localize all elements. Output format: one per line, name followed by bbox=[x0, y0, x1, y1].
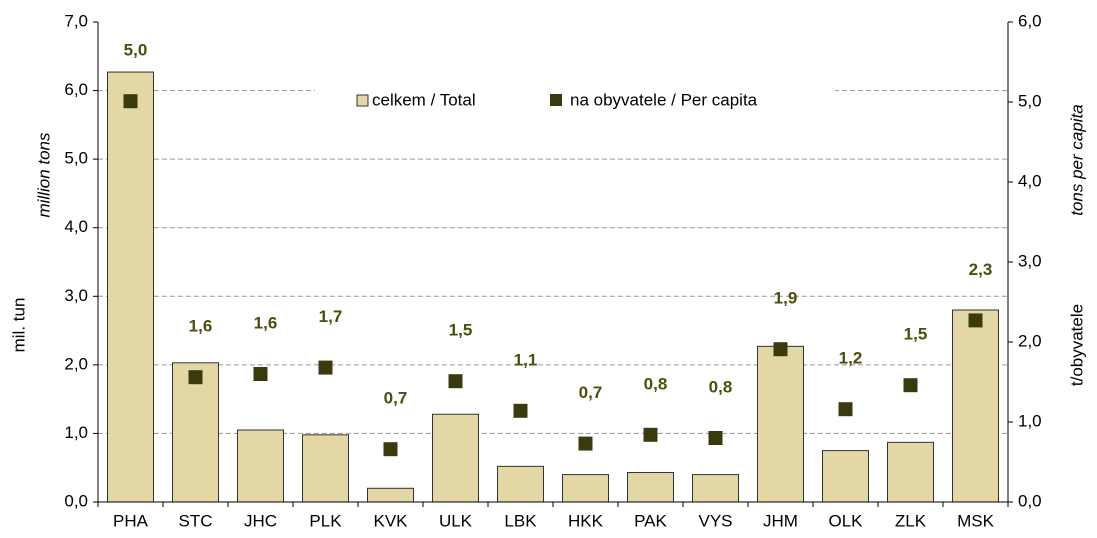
x-tick-label: PHA bbox=[113, 511, 149, 530]
bar bbox=[107, 71, 154, 503]
legend-box bbox=[315, 78, 835, 124]
bar bbox=[302, 434, 349, 503]
y-label-en: million tons bbox=[34, 132, 53, 218]
y-tick-label: 3,0 bbox=[64, 286, 88, 305]
marker bbox=[188, 370, 203, 385]
data-label: 0,8 bbox=[709, 377, 733, 396]
y2-tick-label: 5,0 bbox=[1018, 91, 1042, 110]
bar bbox=[822, 450, 869, 503]
marker bbox=[253, 367, 268, 381]
marker bbox=[383, 442, 398, 457]
bar bbox=[887, 441, 934, 503]
x-tick-label: OLK bbox=[828, 511, 863, 530]
marker bbox=[968, 313, 983, 328]
legend-label: na obyvatele / Per capita bbox=[570, 90, 758, 109]
x-tick-label: HKK bbox=[568, 511, 604, 530]
bar bbox=[367, 487, 414, 503]
data-label: 0,8 bbox=[644, 374, 668, 393]
bar bbox=[172, 362, 219, 503]
data-label: 1,6 bbox=[189, 317, 213, 336]
x-tick-label: PAK bbox=[634, 511, 667, 530]
data-label: 2,3 bbox=[969, 260, 993, 279]
marker bbox=[123, 94, 138, 109]
data-label: 5,0 bbox=[124, 41, 148, 60]
y-tick-label: 5,0 bbox=[64, 149, 88, 168]
bar bbox=[952, 309, 999, 503]
y2-tick-label: 2,0 bbox=[1018, 331, 1042, 350]
x-tick-label: STC bbox=[179, 511, 213, 530]
x-tick-label: VYS bbox=[698, 511, 732, 530]
marker bbox=[513, 403, 528, 418]
legend-swatch bbox=[550, 94, 562, 106]
marker bbox=[448, 374, 463, 389]
marker bbox=[838, 402, 853, 417]
x-tick-label: MSK bbox=[957, 511, 995, 530]
bar bbox=[692, 474, 739, 503]
data-label: 1,6 bbox=[254, 313, 278, 332]
x-tick-label: JHM bbox=[763, 511, 798, 530]
marker bbox=[903, 378, 918, 393]
y-tick-label: 4,0 bbox=[64, 217, 88, 236]
y2-tick-label: 0,0 bbox=[1018, 491, 1042, 510]
x-tick-label: KVK bbox=[373, 511, 408, 530]
y-tick-label: 0,0 bbox=[64, 491, 88, 510]
y-tick-label: 6,0 bbox=[64, 80, 88, 99]
y2-tick-label: 6,0 bbox=[1018, 11, 1042, 30]
bar bbox=[237, 429, 284, 503]
x-tick-label: PLK bbox=[309, 511, 342, 530]
bar bbox=[562, 474, 609, 503]
y2-label: t/obyvatele bbox=[1067, 304, 1086, 386]
x-tick-label: ULK bbox=[439, 511, 473, 530]
bar bbox=[497, 465, 544, 503]
y-tick-label: 7,0 bbox=[64, 11, 88, 30]
y-tick-label: 2,0 bbox=[64, 354, 88, 373]
bar bbox=[627, 472, 674, 503]
bar bbox=[757, 345, 804, 503]
data-label: 0,7 bbox=[579, 383, 603, 402]
legend-swatch bbox=[356, 94, 369, 107]
data-label: 1,5 bbox=[449, 321, 473, 340]
data-label: 1,7 bbox=[319, 307, 343, 326]
data-label: 1,1 bbox=[514, 350, 538, 369]
x-tick-label: JHC bbox=[244, 511, 277, 530]
bar bbox=[432, 413, 479, 503]
y2-label-en: tons per capita bbox=[1067, 104, 1086, 216]
marker bbox=[773, 342, 788, 357]
y2-tick-label: 3,0 bbox=[1018, 251, 1042, 270]
marker bbox=[318, 360, 333, 375]
marker bbox=[708, 431, 723, 445]
y-label: mil. tun bbox=[9, 298, 28, 353]
data-label: 1,2 bbox=[839, 349, 863, 368]
data-label: 0,7 bbox=[384, 389, 408, 408]
y2-tick-label: 1,0 bbox=[1018, 411, 1042, 430]
x-tick-label: ZLK bbox=[895, 511, 927, 530]
legend-label: celkem / Total bbox=[372, 90, 476, 109]
y-tick-label: 1,0 bbox=[64, 423, 88, 442]
marker bbox=[578, 436, 593, 451]
x-tick-label: LBK bbox=[504, 511, 537, 530]
marker bbox=[643, 427, 658, 442]
y2-tick-label: 4,0 bbox=[1018, 171, 1042, 190]
data-label: 1,5 bbox=[904, 325, 928, 344]
data-label: 1,9 bbox=[774, 289, 798, 308]
